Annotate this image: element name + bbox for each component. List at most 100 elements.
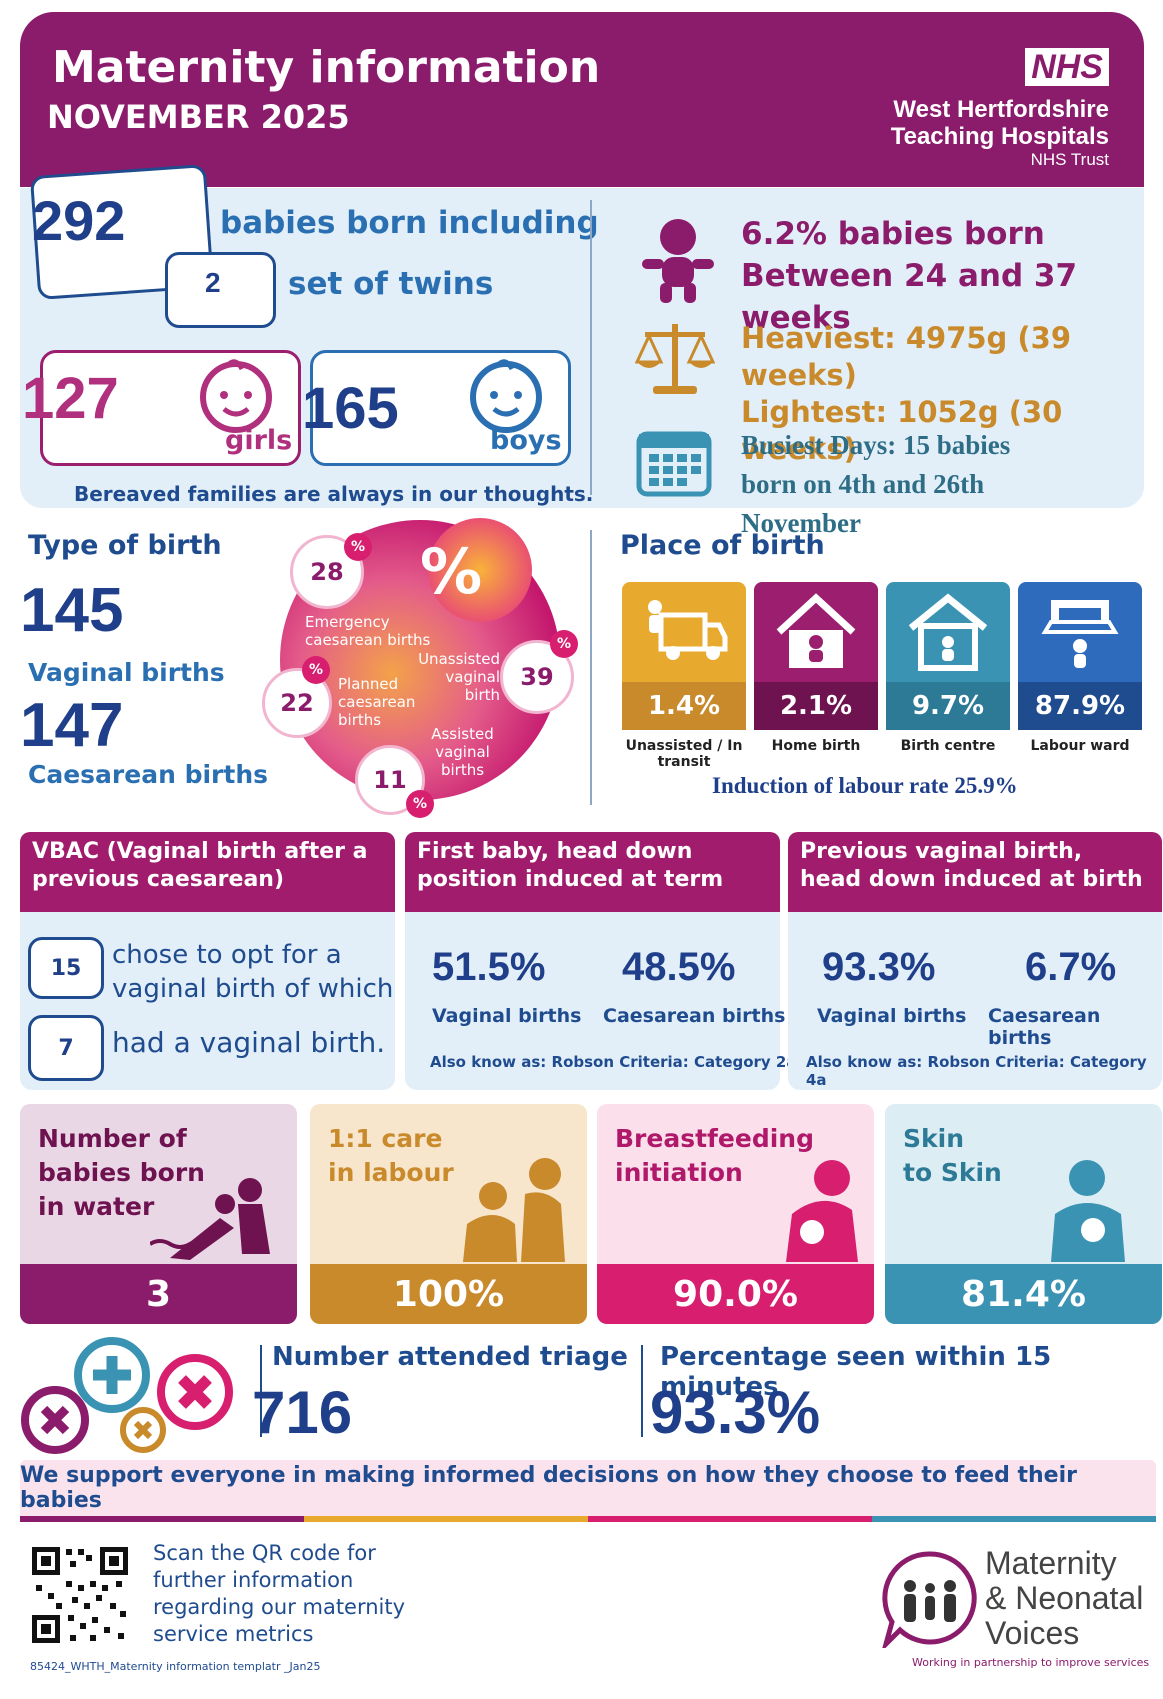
kpi-title: Skin to Skin (885, 1104, 1162, 1190)
vbac-chose-text: chose to opt for a vaginal birth of whic… (112, 938, 393, 1006)
kpi-title: 1:1 care in labour (310, 1104, 587, 1190)
kpi-title: Breastfeeding initiation (597, 1104, 874, 1190)
twins-card (165, 252, 276, 328)
preterm-line-1: 6.2% babies born (741, 216, 1045, 252)
first-baby-vaginal-label: Vaginal births (432, 1005, 582, 1027)
total-births-label: babies born including (220, 205, 599, 241)
total-births-value: 292 (32, 189, 126, 252)
previous-vaginal-label: Vaginal births (817, 1005, 967, 1027)
triage-attended-label: Number attended triage (272, 1342, 628, 1372)
kpi-value: 100% (310, 1264, 587, 1324)
trust-line-3: NHS Trust (1030, 150, 1109, 169)
preterm-stat: 6.2% babies born Between 24 and 37 weeks (741, 213, 1163, 339)
busiest-line-1: Busiest Days: 15 babies (741, 430, 1011, 460)
kpi-title-line: in labour (328, 1158, 454, 1187)
previous-vaginal-pct: 93.3% (822, 945, 936, 989)
place-label: Labour ward (1030, 738, 1130, 754)
busiest-line-3: November (741, 508, 861, 538)
mnv-line-3: Voices (985, 1615, 1080, 1651)
trust-line-2: Teaching Hospitals (890, 123, 1109, 150)
place-percentage: 2.1% (754, 682, 878, 730)
place-of-birth-item: 1.4% Unassisted / In transit (622, 582, 746, 770)
percent-graphic: % (420, 535, 483, 608)
twins-value: 2 (205, 267, 221, 298)
vbac-title: VBAC (Vaginal birth after a previous cae… (20, 832, 395, 912)
kpi-value: 90.0% (597, 1264, 874, 1324)
kpi-title-line: in water (38, 1192, 155, 1221)
kpi-title-line: babies born (38, 1158, 205, 1187)
place-percentage: 1.4% (622, 682, 746, 730)
divider (590, 530, 592, 805)
vbac-had-count: 7 (28, 1015, 104, 1081)
baby-girl-icon (200, 359, 272, 433)
previous-vaginal-panel (788, 912, 1162, 1090)
first-baby-title: First baby, head down position induced a… (405, 832, 780, 912)
boys-label: boys (490, 425, 562, 456)
kpi-title-line: 1:1 care (328, 1124, 443, 1153)
place-tile: 87.9% (1018, 582, 1142, 730)
first-baby-robson: Also know as: Robson Criteria: Category … (430, 1053, 797, 1071)
water-birth-icon (150, 1178, 270, 1260)
first-baby-vaginal-pct: 51.5% (432, 945, 546, 989)
emergency-pct-badge: % (344, 533, 372, 561)
trust-line-1: West Hertfordshire (893, 96, 1109, 123)
kpi-title-line: to Skin (903, 1158, 1002, 1187)
trust-name: West Hertfordshire Teaching Hospitals NH… (891, 96, 1109, 170)
place-tile: 9.7% (886, 582, 1010, 730)
unassisted-vaginal-label: Unassisted vaginal birth (418, 650, 500, 704)
calendar-icon (636, 431, 712, 497)
vaginal-births-count: 145 (20, 576, 124, 645)
preterm-line-2: Between 24 and 37 weeks (741, 258, 1078, 336)
place-percentage: 87.9% (1018, 682, 1142, 730)
weight-stats: Heaviest: 4975g (39 weeks) Lightest: 105… (741, 320, 1163, 468)
place-of-birth-item: 2.1% Home birth (754, 582, 878, 754)
kpi-title-line: Skin (903, 1124, 964, 1153)
place-icon (886, 582, 1010, 682)
vbac-chose-line-1: chose to opt for a (112, 940, 342, 970)
kpi-title: Number of babies born in water (20, 1104, 297, 1224)
previous-caesarean-pct: 6.7% (1025, 945, 1117, 989)
place-icon (1018, 582, 1142, 682)
previous-caesarean-label: Caesarean births (988, 1005, 1101, 1049)
twins-label: set of twins (288, 266, 494, 302)
qr-code[interactable] (30, 1545, 130, 1645)
midwife-care-icon (463, 1158, 565, 1262)
breastfeeding-icon (786, 1160, 858, 1262)
medical-cross-icons (21, 1337, 233, 1454)
report-month: NOVEMBER 2025 (47, 98, 350, 136)
first-baby-panel (405, 912, 780, 1090)
divider (590, 200, 592, 495)
unassisted-pct-badge: % (550, 630, 578, 658)
feeding-support-banner: We support everyone in making informed d… (20, 1460, 1156, 1516)
triage-attended-value: 716 (252, 1379, 353, 1446)
vaginal-births-label: Vaginal births (28, 658, 225, 687)
type-of-birth-title: Type of birth (28, 530, 222, 561)
place-of-birth-item: 87.9% Labour ward (1018, 582, 1142, 754)
qr-line-2: further information (153, 1568, 354, 1592)
place-tile: 1.4% (622, 582, 746, 730)
assisted-pct-badge: % (406, 790, 434, 818)
divider (641, 1345, 643, 1437)
previous-vaginal-title: Previous vaginal birth, head down induce… (788, 832, 1162, 912)
baby-icon (642, 219, 714, 303)
planned-caesarean-label: Planned caesarean births (338, 675, 416, 729)
place-label: Home birth (771, 738, 861, 754)
mnv-line-1: Maternity (985, 1545, 1117, 1581)
kpi-value: 3 (20, 1264, 297, 1324)
kpi-title-line: Breastfeeding (615, 1124, 814, 1153)
caesarean-births-count: 147 (20, 691, 124, 760)
place-label: Birth centre (900, 738, 996, 754)
divider (260, 1345, 262, 1437)
induction-rate: Induction of labour rate 25.9% (712, 773, 1018, 798)
busiest-line-2: born on 4th and 26th (741, 469, 985, 499)
kpi-value: 81.4% (885, 1264, 1162, 1324)
header-banner: Maternity information NOVEMBER 2025 NHS … (20, 12, 1144, 187)
emergency-caesarean-value: 28 (290, 535, 364, 609)
page-title: Maternity information (52, 42, 601, 93)
mnv-logo-text: Maternity & Neonatal Voices (985, 1546, 1143, 1651)
caesarean-births-label: Caesarean births (28, 760, 269, 789)
previous-vaginal-robson: Also know as: Robson Criteria: Category … (806, 1053, 1147, 1089)
kpi-title-line: initiation (615, 1158, 743, 1187)
lightest-baby: Lightest: 1052g (30 weeks) (741, 395, 1063, 466)
vbac-chose-line-2: vaginal birth of which (112, 974, 394, 1004)
